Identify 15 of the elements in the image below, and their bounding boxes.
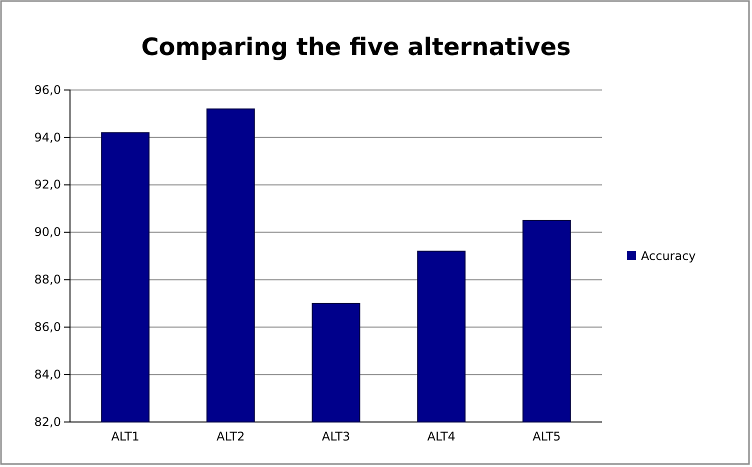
y-tick-label: 86,0 (34, 320, 61, 334)
x-tick-label: ALT2 (216, 430, 245, 444)
y-tick-label: 88,0 (34, 272, 61, 287)
x-tick-label: ALT1 (111, 430, 140, 444)
y-tick-label: 92,0 (34, 178, 61, 192)
y-tick-label: 96,0 (34, 82, 61, 97)
chart-title: Comparing the five alternatives (141, 33, 571, 61)
y-tick-label: 84,0 (34, 367, 61, 382)
x-tick-label: ALT4 (427, 430, 456, 444)
y-tick-label: 94,0 (34, 130, 61, 144)
legend-label: Accuracy (641, 249, 696, 263)
y-tick-label: 90,0 (34, 225, 61, 240)
y-tick-label: 82,0 (34, 414, 61, 429)
x-tick-label: ALT3 (322, 430, 350, 444)
x-tick-label: ALT5 (532, 430, 561, 444)
